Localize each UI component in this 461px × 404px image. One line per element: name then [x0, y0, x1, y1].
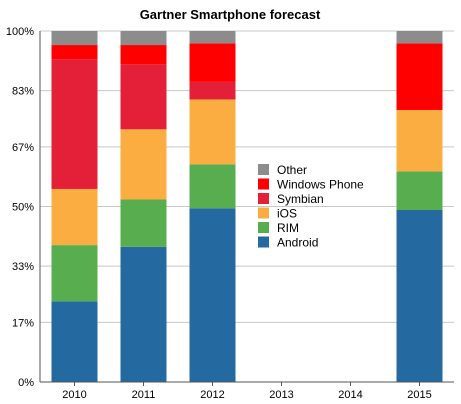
bars — [51, 31, 443, 382]
bar-2010-ios — [51, 188, 98, 246]
y-tick-label: 17% — [12, 317, 34, 329]
bar-2015-windows-phone — [396, 43, 443, 110]
bar-2012-android — [189, 208, 236, 382]
x-tick-label-2015: 2015 — [407, 389, 431, 401]
legend-swatch-rim — [258, 222, 269, 233]
x-tick-label-2010: 2010 — [62, 389, 86, 401]
y-tick-label: 100% — [6, 26, 34, 38]
bar-2012-rim — [189, 164, 236, 209]
bar-2011-rim — [120, 199, 167, 247]
y-axis-tick-labels: 0% 17% 33% 50% 67% 83% 100% — [6, 26, 34, 389]
bar-2011-other — [120, 31, 167, 46]
y-tick-label: 83% — [12, 86, 34, 98]
bar-2015-android — [396, 210, 443, 382]
gridlines — [40, 30, 454, 323]
bar-2011-symbian — [120, 64, 167, 130]
bar-2015-ios — [396, 109, 443, 172]
bar-2010-windows-phone — [51, 45, 98, 60]
x-tick-label-2014: 2014 — [338, 389, 362, 401]
legend-swatch-ios — [258, 207, 269, 219]
legend-label-rim: RIM — [277, 221, 299, 235]
y-tick-label: 67% — [12, 142, 34, 154]
legend-label-other: Other — [277, 163, 307, 177]
y-tick-label: 33% — [12, 261, 34, 273]
bar-2012-windows-phone — [189, 43, 236, 82]
bar-2010-other — [51, 31, 98, 46]
bar-2015-rim — [396, 171, 443, 211]
legend-swatch-windows-phone — [258, 178, 269, 190]
bar-2010-symbian — [51, 59, 98, 189]
x-tick-label-2011: 2011 — [132, 389, 156, 401]
legend-label-symbian: Symbian — [277, 192, 324, 206]
legend-swatch-other — [258, 164, 269, 175]
bar-2015-other — [396, 31, 443, 44]
axes — [39, 31, 454, 386]
legend-label-android: Android — [277, 236, 318, 250]
bar-2011-windows-phone — [120, 45, 167, 65]
bar-2012-ios — [189, 99, 236, 165]
bar-2011-ios — [120, 129, 167, 200]
bar-2010-rim — [51, 245, 98, 302]
bar-2012-other — [189, 31, 236, 44]
legend-swatch-symbian — [258, 193, 269, 204]
x-axis-tick-labels: 2010 2011 2012 2013 2014 2015 — [62, 389, 431, 401]
y-tick-label: 0% — [18, 377, 34, 389]
bar-2010-android — [51, 301, 98, 382]
x-tick-label-2013: 2013 — [269, 389, 293, 401]
legend-swatch-android — [258, 236, 269, 248]
legend-label-windows-phone: Windows Phone — [277, 178, 364, 192]
y-tick-label: 50% — [12, 202, 34, 214]
x-tick-label-2012: 2012 — [200, 389, 224, 401]
bar-2011-android — [120, 246, 167, 382]
bar-2012-symbian — [189, 81, 236, 100]
chart-title: Gartner Smartphone forecast — [140, 7, 321, 22]
legend-label-ios: iOS — [277, 207, 297, 221]
